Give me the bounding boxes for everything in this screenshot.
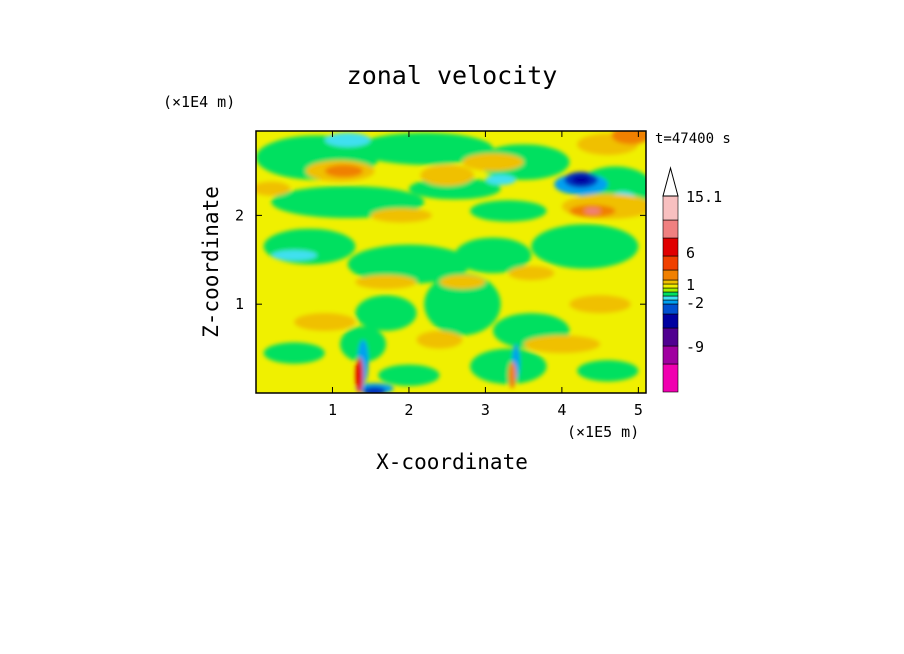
field-contour bbox=[485, 174, 516, 186]
field-contour bbox=[584, 208, 601, 214]
colorbar-label: 1 bbox=[686, 276, 695, 294]
field-contour bbox=[420, 164, 474, 187]
colorbar-swatch bbox=[662, 299, 679, 305]
colorbar-swatch bbox=[662, 363, 679, 393]
field-contour bbox=[363, 386, 386, 393]
plot-frame bbox=[255, 130, 647, 394]
colorbar-swatch bbox=[662, 269, 679, 281]
colorbar-swatch bbox=[662, 291, 679, 297]
field-contour bbox=[470, 348, 547, 385]
colorbar-swatch bbox=[662, 303, 679, 315]
time-label: t=47400 s bbox=[655, 131, 731, 147]
colorbar-swatch bbox=[662, 345, 679, 365]
colorbar: 15.1 6 1-2 -9 bbox=[662, 166, 722, 393]
colorbar-swatch bbox=[662, 219, 679, 239]
colorbar-arrow bbox=[662, 166, 679, 197]
field-contour bbox=[462, 153, 524, 171]
field-contour bbox=[454, 237, 532, 274]
field-contour bbox=[611, 131, 646, 145]
field-contour bbox=[256, 181, 291, 196]
field-contour bbox=[416, 330, 463, 349]
field-contour bbox=[470, 200, 547, 222]
field-contour bbox=[263, 342, 325, 364]
colorbar-label: 6 bbox=[686, 244, 695, 262]
field-contour bbox=[523, 335, 601, 354]
field-contour bbox=[439, 274, 486, 290]
colorbar-swatch bbox=[662, 313, 679, 329]
field-contour bbox=[355, 357, 364, 393]
field-contour bbox=[347, 244, 471, 284]
colorbar-swatch bbox=[662, 255, 679, 271]
field-contour bbox=[577, 360, 639, 382]
colorbar-label: -9 bbox=[686, 338, 704, 356]
field-contour bbox=[294, 313, 356, 331]
colorbar-swatch bbox=[662, 237, 679, 257]
field-contour bbox=[531, 224, 639, 269]
field-contour bbox=[508, 361, 516, 389]
y-axis-label: Z-coordinate bbox=[199, 186, 223, 338]
colorbar-label: -2 bbox=[686, 294, 704, 312]
y-tick-label: 1 bbox=[235, 295, 244, 313]
colorbar-swatch bbox=[662, 279, 679, 285]
x-tick-label: 2 bbox=[404, 401, 413, 419]
heatmap-field bbox=[256, 131, 646, 393]
x-axis-label: X-coordinate bbox=[376, 450, 528, 474]
x-unit-label: (×1E5 m) bbox=[567, 423, 639, 441]
colorbar-swatch bbox=[662, 283, 679, 289]
colorbar-label: 15.1 bbox=[686, 188, 722, 206]
colorbar-swatch bbox=[662, 327, 679, 347]
x-axis: 1 2 3 4 5 bbox=[328, 131, 643, 419]
field-contour bbox=[508, 265, 555, 281]
colorbar-swatch bbox=[662, 287, 679, 293]
field-contour bbox=[271, 250, 318, 261]
x-tick-label: 4 bbox=[557, 401, 566, 419]
y-axis: 12 bbox=[235, 206, 646, 313]
colorbar-swatch bbox=[662, 195, 679, 221]
x-tick-label: 1 bbox=[328, 401, 337, 419]
colorbar-swatch bbox=[662, 295, 679, 301]
y-tick-label: 2 bbox=[235, 206, 244, 224]
field-contour bbox=[571, 175, 591, 185]
field-contour bbox=[424, 273, 501, 336]
field-contour bbox=[355, 132, 494, 165]
field-contour bbox=[378, 364, 440, 386]
field-contour bbox=[355, 274, 417, 290]
x-tick-label: 3 bbox=[481, 401, 490, 419]
field-contour bbox=[324, 132, 371, 147]
field-contour bbox=[370, 208, 432, 223]
y-unit-label: (×1E4 m) bbox=[163, 93, 235, 111]
field-contour bbox=[355, 295, 417, 331]
field-contour bbox=[569, 295, 631, 314]
x-tick-label: 5 bbox=[634, 401, 643, 419]
chart-title: zonal velocity bbox=[347, 61, 558, 90]
field-contour bbox=[324, 164, 364, 178]
